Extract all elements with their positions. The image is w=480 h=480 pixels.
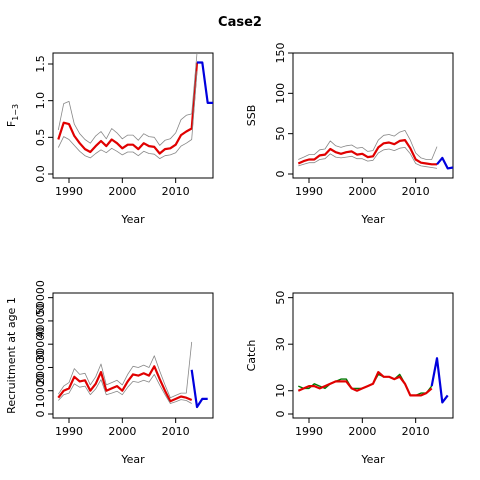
y-axis-title: Catch <box>245 340 258 372</box>
y-tick-label: 50 <box>274 127 287 141</box>
x-tick-label: 1990 <box>55 425 83 438</box>
y-tick-label: 30 <box>274 337 287 351</box>
y-axis-title-main: F <box>5 121 18 127</box>
series-line-upper <box>57 52 198 146</box>
x-tick-label: 2010 <box>402 185 430 198</box>
y-tick-label: 10 <box>274 384 287 398</box>
x-axis-title: Year <box>360 213 385 226</box>
series-line-estimate <box>297 139 437 166</box>
y-tick-label: 0 <box>274 171 287 178</box>
series-line-lower <box>58 373 192 404</box>
y-tick-label: 30000 <box>34 327 47 362</box>
x-tick-label: 2000 <box>108 425 136 438</box>
y-tick-label: 150 <box>274 43 287 64</box>
series-line-projection <box>197 61 213 105</box>
series-line-projection <box>190 369 208 409</box>
x-tick-label: 2000 <box>348 185 376 198</box>
plot-frame <box>292 52 454 179</box>
panel-2: 1990 2000 2010 0 50 100 150 Year SSB <box>245 43 454 226</box>
y-axis-title: Recruitment at age 1 <box>5 297 18 414</box>
y-tick-label: 50000 <box>34 280 47 315</box>
y-axis-title-main: Catch <box>245 340 258 372</box>
series-line-lower <box>57 71 198 160</box>
x-tick-label: 2010 <box>402 425 430 438</box>
y-axis-title-main: Recruitment at age 1 <box>5 297 18 414</box>
plot-frame <box>292 292 454 419</box>
y-tick-label: 20000 <box>34 350 47 385</box>
y-tick-label: 0 <box>274 411 287 418</box>
x-tick-label: 2010 <box>162 425 190 438</box>
x-tick-label: 1990 <box>55 185 83 198</box>
y-tick-label: 10000 <box>34 373 47 408</box>
y-axis-title: F1−3 <box>5 104 20 127</box>
y-tick-label: 40000 <box>34 303 47 338</box>
panel-1: 1990 2000 2010 0.0 0.5 1.0 1.5 Year F1−3 <box>5 52 214 226</box>
y-tick-label: 0 <box>34 411 47 418</box>
series-line-estimate <box>57 365 193 403</box>
x-tick-label: 2010 <box>162 185 190 198</box>
x-axis-title: Year <box>360 453 385 466</box>
chart-title: Case2 <box>218 15 262 30</box>
series-line-lower <box>298 146 438 169</box>
y-tick-label: 0.5 <box>34 129 47 147</box>
y-tick-label: 50 <box>274 291 287 305</box>
series-line-projection <box>430 357 449 404</box>
x-axis-title: Year <box>120 213 145 226</box>
y-axis-title-subscript: 1−3 <box>11 104 20 121</box>
x-tick-label: 1990 <box>295 425 323 438</box>
series-line-projection <box>436 156 454 170</box>
series-line-observed <box>298 373 433 397</box>
y-tick-label: 1.0 <box>34 92 47 110</box>
series-line-upper <box>298 129 438 160</box>
series-line-upper <box>57 341 193 399</box>
panel-4: 1990 2000 2010 0 10 30 50 Year Catch <box>245 291 454 466</box>
x-tick-label: 2000 <box>348 425 376 438</box>
y-axis-title: SSB <box>245 105 258 127</box>
x-tick-label: 1990 <box>295 185 323 198</box>
x-axis-title: Year <box>120 453 145 466</box>
series-line-estimate <box>57 62 199 155</box>
plot-frame <box>52 292 214 419</box>
y-tick-label: 1.5 <box>34 55 47 73</box>
plot-frame <box>52 52 214 179</box>
y-axis-title-main: SSB <box>245 105 258 127</box>
y-tick-label: 0.0 <box>34 165 47 183</box>
y-tick-label: 100 <box>274 83 287 104</box>
x-tick-label: 2000 <box>108 185 136 198</box>
series-line-estimate <box>297 371 433 397</box>
